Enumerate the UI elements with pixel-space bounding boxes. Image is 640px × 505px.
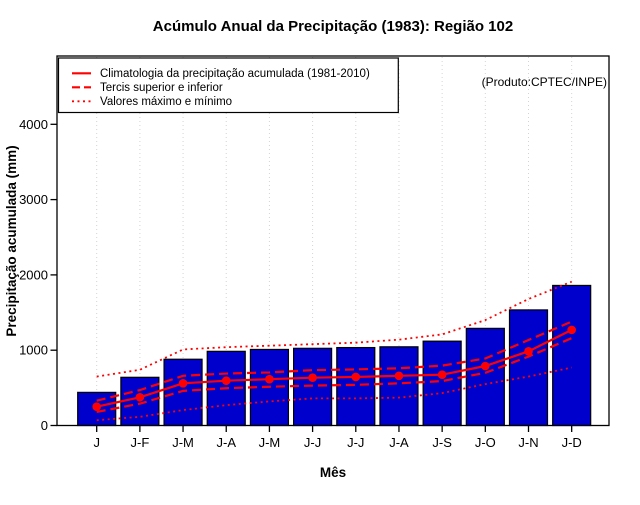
- bar-J-J-6: [293, 347, 333, 427]
- chart-title: Acúmulo Anual da Precipitação (1983): Re…: [153, 18, 513, 35]
- bar-J-D-12: [552, 284, 592, 427]
- x-tick-label: J-F: [130, 435, 149, 450]
- x-tick-label: J-D: [562, 435, 582, 450]
- plot-frame: [56, 55, 610, 427]
- x-tick-label: J-A: [216, 435, 236, 450]
- climatology-point: [394, 371, 404, 381]
- climatology-point: [524, 347, 533, 356]
- x-axis-title: Mês: [320, 465, 346, 480]
- climatology-point: [265, 374, 274, 384]
- climatology-point: [221, 376, 231, 385]
- bar-J-J-7: [336, 346, 376, 427]
- x-tick-label: J-J: [347, 435, 364, 450]
- x-tick-label: J-S: [432, 435, 452, 450]
- product-annotation: (Produto:CPTEC/INPE): [482, 75, 607, 89]
- legend: Climatologia da precipitação acumulada (…: [57, 57, 399, 114]
- legend-item-label: Tercis superior e inferior: [100, 82, 223, 94]
- x-tick-label: J-M: [259, 435, 281, 450]
- y-tick-label: 3000: [19, 192, 48, 207]
- climatology-point: [178, 379, 188, 388]
- tercile-lower-line: [96, 337, 573, 414]
- bar-J-N-11: [508, 309, 549, 427]
- bar-J-A-8: [379, 346, 419, 427]
- climatology-point: [567, 325, 576, 335]
- bar-J-M-3: [163, 358, 203, 427]
- x-tick-label: J: [93, 435, 100, 450]
- gridlines-layer: [96, 57, 573, 425]
- legend-item-label: Valores máximo e mínimo: [100, 96, 232, 108]
- climatology-point: [308, 373, 317, 382]
- y-axis-title: Precipitação acumulada (mm): [4, 145, 19, 336]
- legend-item-label: Climatologia da precipitação acumulada (…: [100, 68, 370, 80]
- legend-box: [57, 57, 399, 114]
- bar-J-O-10: [465, 327, 505, 427]
- x-tick-label: J-J: [304, 435, 321, 450]
- climatology-point: [92, 402, 101, 411]
- climatology-line: [96, 328, 573, 408]
- axes-frame-layer: 0 1000 2000 3000 4000 J J-F J-M J-A J-M J-J J-J J-A J…: [19, 55, 610, 450]
- x-tick-label: J-N: [518, 435, 538, 450]
- y-tick-label: 1000: [19, 343, 48, 358]
- x-tick-label: J-A: [389, 435, 409, 450]
- climatology-point: [437, 370, 447, 379]
- bar-J-S-9: [422, 340, 462, 427]
- max-line: [96, 280, 573, 378]
- climatology-point: [481, 361, 490, 371]
- x-tick-label: J-M: [172, 435, 194, 450]
- y-tick-label: 2000: [19, 267, 48, 282]
- x-tick-label: J-O: [475, 435, 496, 450]
- series-lines-layer: [92, 280, 576, 422]
- climatology-point: [351, 372, 361, 382]
- climatology-point: [135, 392, 145, 402]
- tercile-upper-line: [96, 320, 573, 402]
- y-tick-label: 4000: [19, 117, 48, 132]
- y-tick-label: 0: [41, 418, 48, 433]
